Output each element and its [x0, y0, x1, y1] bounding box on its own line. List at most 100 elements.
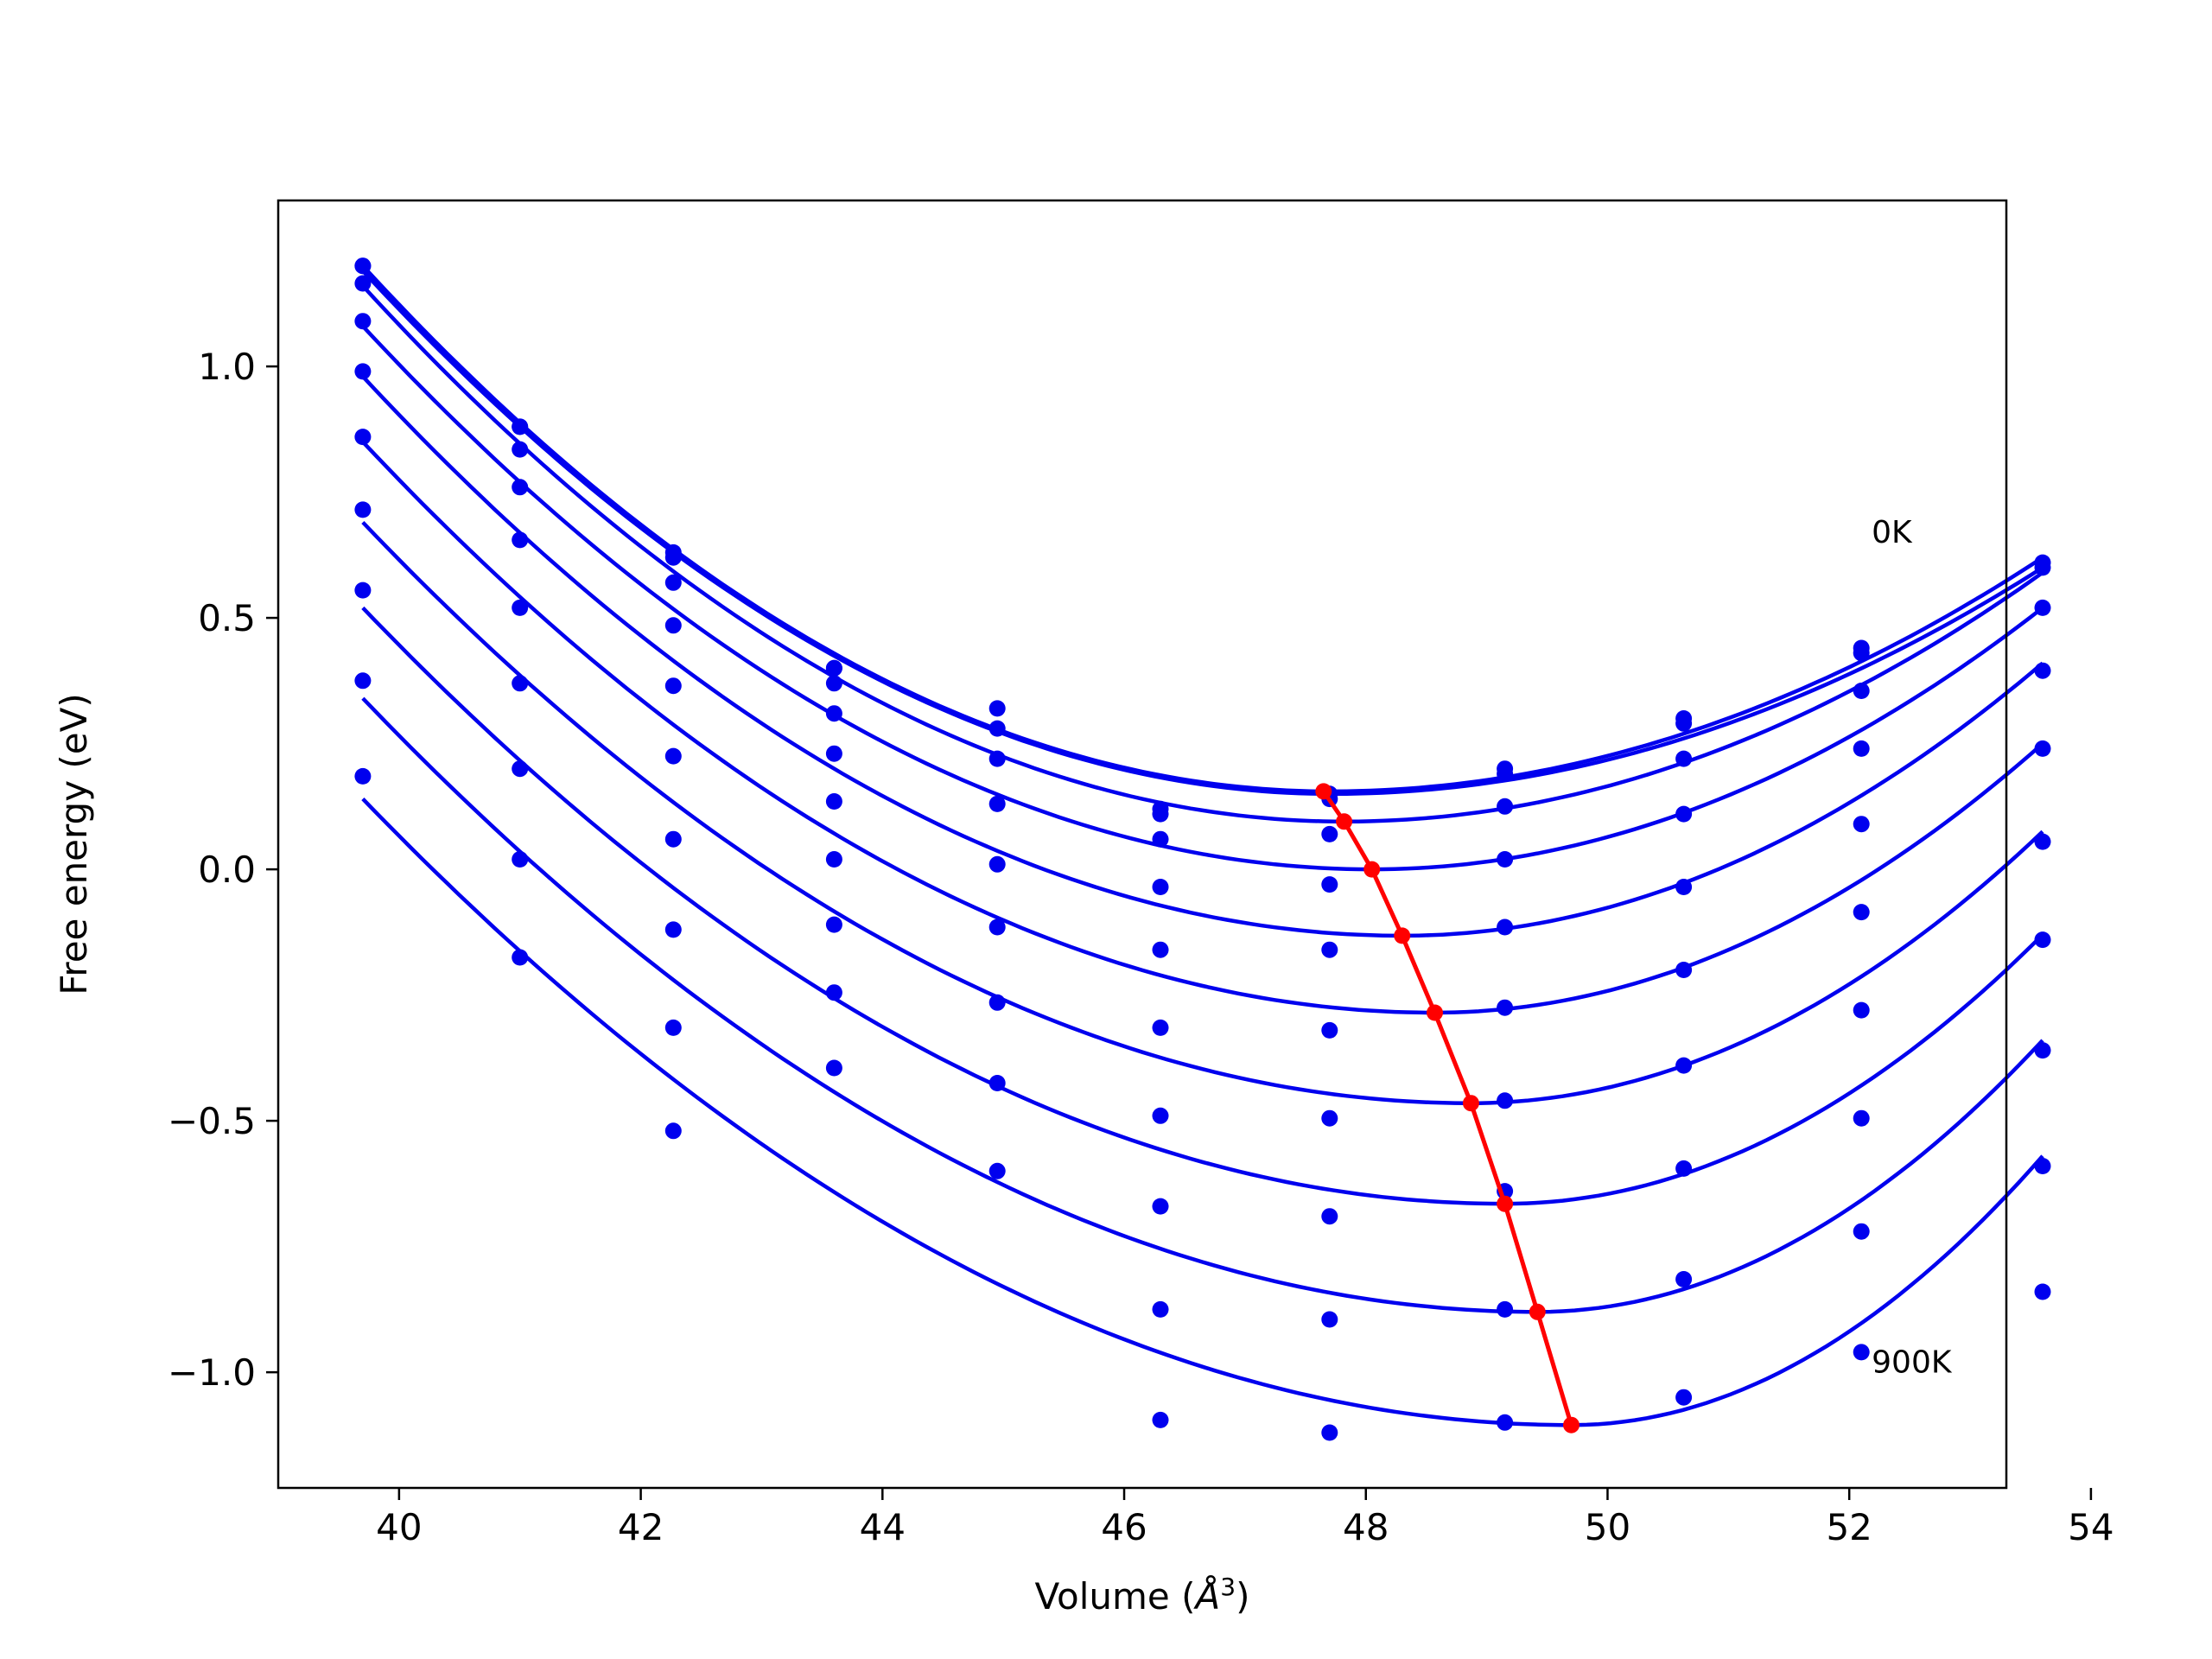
data-point-4-9	[1853, 816, 1870, 833]
fit-curve-6	[361, 520, 2044, 1105]
data-point-9-8	[1675, 1389, 1693, 1406]
fit-curves	[361, 264, 2044, 1427]
data-point-8-0	[354, 672, 372, 690]
data-point-3-6	[1321, 876, 1338, 893]
fit-curve-1	[361, 269, 2044, 797]
data-point-9-10	[2034, 1283, 2051, 1300]
equilibrium-point-5	[1462, 1095, 1479, 1112]
data-point-8-5	[1152, 1300, 1169, 1318]
data-point-2-2	[664, 574, 682, 591]
annotation-1: 900K	[1872, 1344, 1953, 1380]
data-point-6-2	[664, 830, 682, 848]
data-point-4-5	[1152, 941, 1169, 958]
data-point-8-8	[1675, 1271, 1693, 1287]
equilibrium-line	[1315, 783, 1580, 1433]
equilibrium-point-7	[1529, 1303, 1546, 1320]
data-point-7-8	[1675, 1160, 1693, 1177]
data-point-8-4	[988, 1162, 1006, 1179]
data-point-6-3	[825, 851, 842, 868]
data-point-2-8	[1675, 750, 1693, 767]
data-point-9-0	[354, 767, 372, 785]
data-point-2-3	[825, 675, 842, 692]
data-point-1-9	[1853, 645, 1870, 662]
data-point-9-6	[1321, 1424, 1338, 1441]
data-point-4-0	[354, 363, 372, 380]
data-point-9-1	[512, 949, 529, 966]
data-point-5-8	[1675, 962, 1693, 978]
x-tick-label: 42	[618, 1506, 664, 1548]
data-point-4-7	[1497, 918, 1514, 936]
data-point-9-3	[825, 1059, 842, 1077]
equilibrium-point-3	[1394, 927, 1411, 944]
x-tick-label: 52	[1826, 1506, 1872, 1548]
y-tick-label: −1.0	[168, 1351, 256, 1394]
data-point-6-4	[988, 994, 1006, 1011]
data-point-9-2	[664, 1122, 682, 1140]
data-point-5-5	[1152, 1019, 1169, 1036]
fit-curve-3	[361, 324, 2044, 872]
x-axis-ticks: 40 42 44 46 48 50 52 54	[376, 1488, 2114, 1548]
equilibrium-point-4	[1427, 1004, 1443, 1021]
data-point-6-7	[1497, 1092, 1514, 1109]
data-point-9-5	[1152, 1411, 1169, 1428]
data-point-8-2	[664, 1019, 682, 1036]
data-point-3-0	[354, 313, 372, 330]
data-point-5-2	[664, 747, 682, 765]
data-point-5-10	[2034, 833, 2051, 850]
data-point-5-0	[354, 429, 372, 446]
data-point-3-2	[664, 617, 682, 634]
data-point-4-1	[512, 531, 529, 549]
data-point-4-3	[825, 745, 842, 762]
data-point-5-3	[825, 793, 842, 810]
data-point-8-1	[512, 851, 529, 868]
y-tick-label: 0.0	[198, 849, 256, 891]
y-tick-label: 0.5	[198, 597, 256, 639]
data-point-8-3	[825, 984, 842, 1001]
x-tick-label: 50	[1585, 1506, 1630, 1548]
data-point-3-10	[2034, 662, 2051, 679]
data-point-6-1	[512, 675, 529, 692]
x-tick-label: 40	[376, 1506, 422, 1548]
data-point-1-1	[512, 418, 529, 435]
x-axis-label-prefix: Volume (	[1035, 1575, 1196, 1618]
data-point-8-6	[1321, 1311, 1338, 1328]
data-point-7-5	[1152, 1198, 1169, 1215]
data-point-3-1	[512, 479, 529, 496]
x-tick-label: 48	[1343, 1506, 1389, 1548]
annotations: 0K 900K	[1872, 515, 1953, 1380]
equilibrium-point-1	[1336, 813, 1353, 830]
data-point-1-7	[1497, 766, 1514, 782]
annotation-0: 0K	[1872, 515, 1913, 550]
x-tick-label: 44	[860, 1506, 906, 1548]
data-point-6-10	[2034, 931, 2051, 949]
data-point-7-10	[2034, 1042, 2051, 1059]
x-tick-label: 54	[2068, 1506, 2113, 1548]
data-point-6-6	[1321, 1109, 1338, 1127]
data-points	[354, 257, 2051, 1441]
data-point-6-0	[354, 501, 372, 518]
data-point-2-6	[1321, 825, 1338, 842]
y-tick-label: −0.5	[168, 1100, 256, 1142]
data-point-6-5	[1152, 1107, 1169, 1124]
data-point-8-9	[1853, 1223, 1870, 1240]
fit-curve-4	[361, 375, 2044, 938]
data-point-7-4	[988, 1075, 1006, 1091]
data-point-1-0	[354, 257, 372, 275]
fit-curve-9	[361, 798, 2044, 1427]
data-point-8-10	[2034, 1158, 2051, 1174]
data-point-5-6	[1321, 1021, 1338, 1039]
data-point-4-6	[1321, 941, 1338, 958]
fit-curve-0	[361, 264, 2044, 794]
data-point-5-4	[988, 918, 1006, 936]
data-point-7-1	[512, 760, 529, 778]
fit-curve-2	[361, 284, 2044, 824]
data-point-2-0	[354, 275, 372, 292]
data-point-2-10	[2034, 599, 2051, 616]
data-point-2-7	[1497, 798, 1514, 815]
equilibrium-point-8	[1563, 1416, 1580, 1433]
equilibrium-point-0	[1315, 783, 1332, 800]
equilibrium-point-6	[1497, 1195, 1514, 1212]
data-point-1-5	[1152, 805, 1169, 823]
